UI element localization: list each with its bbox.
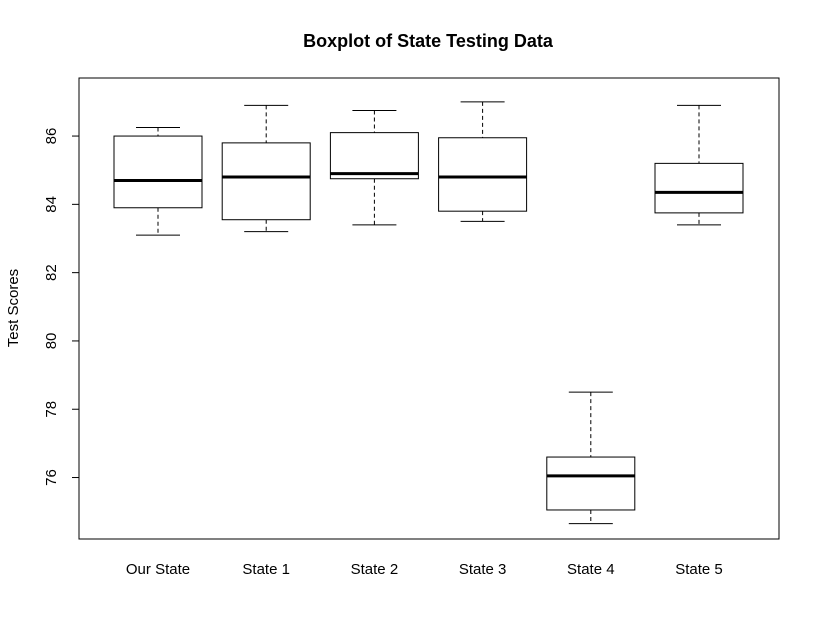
y-tick-label: 78 bbox=[43, 401, 60, 418]
x-axis: Our State State 1 State 2 State 3 State 4 Sta… bbox=[126, 561, 723, 578]
y-axis: 76 78 80 82 84 86 bbox=[43, 128, 80, 486]
box-group bbox=[329, 109, 419, 226]
iqr-box bbox=[546, 456, 636, 511]
y-tick-label: 80 bbox=[43, 333, 60, 350]
y-tick-label: 86 bbox=[43, 128, 60, 145]
y-tick-label: 82 bbox=[43, 264, 60, 281]
x-tick-label: State 2 bbox=[351, 561, 399, 578]
iqr-box bbox=[329, 132, 419, 180]
box-group bbox=[546, 391, 636, 525]
iqr-box bbox=[654, 162, 744, 214]
x-tick-label: State 4 bbox=[567, 561, 615, 578]
boxes-layer bbox=[113, 101, 744, 525]
iqr-box bbox=[221, 142, 311, 221]
x-tick-label: State 3 bbox=[459, 561, 507, 578]
y-tick-label: 84 bbox=[43, 196, 60, 213]
x-tick-label: Our State bbox=[126, 561, 190, 578]
box-group bbox=[654, 104, 744, 226]
x-tick-label: State 5 bbox=[675, 561, 723, 578]
box-group bbox=[113, 127, 203, 236]
y-tick-label: 76 bbox=[43, 469, 60, 486]
y-axis-label: Test Scores bbox=[5, 269, 22, 347]
iqr-box bbox=[113, 135, 203, 209]
iqr-box bbox=[438, 137, 528, 212]
box-group bbox=[221, 104, 311, 233]
x-tick-label: State 1 bbox=[242, 561, 290, 578]
box-group bbox=[438, 101, 528, 222]
chart-title: Boxplot of State Testing Data bbox=[303, 31, 554, 51]
